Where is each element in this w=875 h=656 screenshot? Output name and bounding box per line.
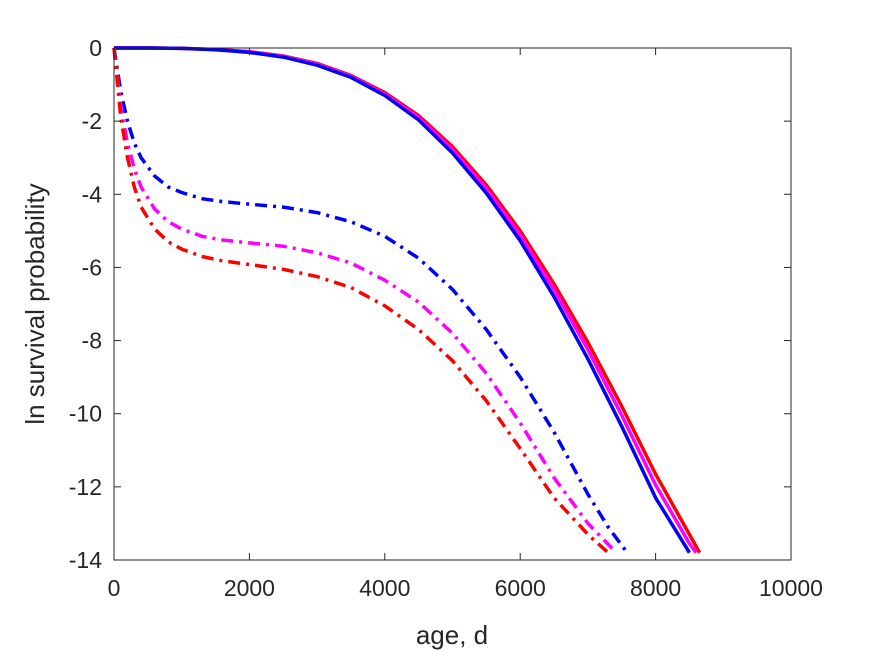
- y-tick-label: -4: [82, 181, 103, 207]
- series-layer: [112, 46, 702, 554]
- y-tick-label: -12: [69, 474, 102, 500]
- plot-area: [114, 48, 791, 560]
- axes-box: [113, 47, 792, 561]
- y-tick-label: -10: [69, 401, 102, 427]
- y-tick-label: -6: [82, 254, 102, 280]
- y-axis-label: ln survival probability: [20, 183, 50, 424]
- series-line-6: [112, 47, 610, 554]
- x-tick-label: 10000: [759, 575, 823, 601]
- y-tick-label: -14: [69, 547, 102, 573]
- y-tick-label: -2: [82, 108, 102, 134]
- x-axis-label: age, d: [416, 620, 488, 650]
- series-line-5: [112, 47, 618, 554]
- y-tick-label: 0: [89, 35, 102, 61]
- x-tick-label: 2000: [224, 575, 275, 601]
- x-tick-label: 0: [108, 575, 121, 601]
- tick-layer: 0 2000 4000 6000 8000 10000 0 -2 -4 -6 -8 -10 -12 -14: [69, 35, 823, 601]
- x-tick-label: 8000: [630, 575, 681, 601]
- series-line-4: [112, 47, 629, 554]
- series-line-3: [114, 46, 691, 554]
- y-tick-label: -8: [82, 328, 102, 354]
- x-tick-label: 6000: [495, 575, 546, 601]
- x-tick-label: 4000: [359, 575, 410, 601]
